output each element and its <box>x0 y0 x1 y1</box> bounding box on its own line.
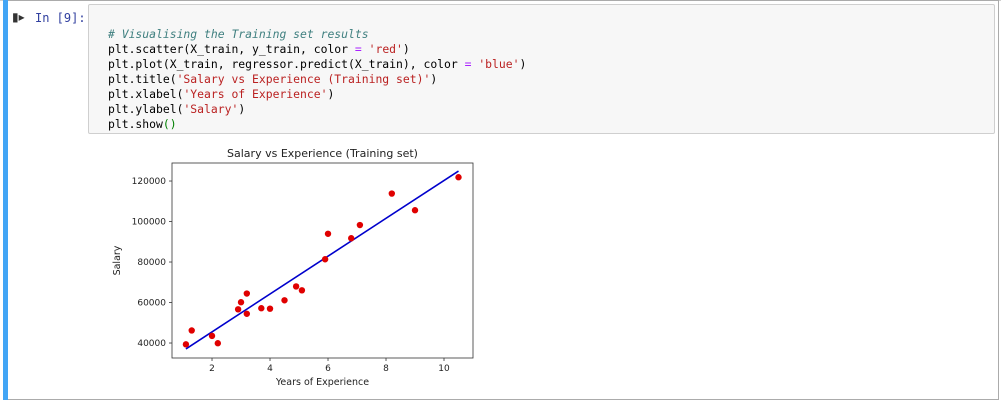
selected-cell-indicator <box>3 0 8 400</box>
code-token: ) <box>519 57 527 71</box>
data-point <box>321 256 329 263</box>
code-line: plt.plot(X_train, regressor.predict(X_tr… <box>108 57 994 72</box>
code-token: () <box>162 117 177 131</box>
code-token: 'Salary vs Experience (Training set)' <box>176 72 431 86</box>
code-token: # Visualising the Training set results <box>108 27 369 41</box>
code-token: plt.xlabel( <box>108 87 184 101</box>
data-point <box>214 340 222 347</box>
data-point <box>188 327 195 334</box>
step-run-icon[interactable]: ▮▸ <box>12 10 25 24</box>
code-editor[interactable]: # Visualising the Training set results pl… <box>88 4 995 134</box>
data-point <box>243 310 251 317</box>
code-token: plt.title( <box>108 72 177 86</box>
data-point <box>411 207 419 214</box>
data-point <box>243 290 251 297</box>
code-token: ) <box>238 102 246 116</box>
data-point <box>324 230 332 237</box>
data-point <box>258 305 265 312</box>
data-point <box>237 299 245 306</box>
notebook-cell[interactable] <box>3 0 999 400</box>
code-token: 'blue' <box>478 57 520 71</box>
code-line: # Visualising the Training set results <box>108 27 994 42</box>
x-tick-label: 2 <box>209 364 215 374</box>
y-tick-label: 100000 <box>132 218 167 228</box>
data-point <box>298 287 306 294</box>
y-axis-label: Salary <box>112 245 123 275</box>
code-token: 'red' <box>368 42 403 56</box>
x-tick-label: 6 <box>325 364 331 374</box>
y-tick-label: 120000 <box>132 177 167 187</box>
code-line: plt.show() <box>108 117 994 132</box>
input-prompt: In [9]: <box>35 11 86 25</box>
code-token: 'Salary' <box>183 102 239 116</box>
data-point <box>281 297 288 304</box>
data-point <box>292 283 300 290</box>
data-point <box>348 235 355 242</box>
code-line: plt.title('Salary vs Experience (Trainin… <box>108 72 994 87</box>
code-line: plt.scatter(X_train, y_train, color = 'r… <box>108 42 994 57</box>
data-point <box>388 190 396 197</box>
x-tick-label: 8 <box>383 364 389 374</box>
y-tick-label: 40000 <box>137 339 166 349</box>
x-axis-label: Years of Experience <box>275 377 369 388</box>
chart-title: Salary vs Experience (Training set) <box>227 147 418 160</box>
data-point <box>182 341 190 348</box>
x-tick-label: 10 <box>438 364 450 374</box>
code-token <box>362 42 369 56</box>
data-point <box>266 305 274 312</box>
x-tick-label: 4 <box>267 364 273 374</box>
data-point <box>234 306 242 313</box>
y-tick-label: 80000 <box>137 258 166 268</box>
code-line: plt.ylabel('Salary') <box>108 102 994 117</box>
code-token: plt.scatter(X_train, y_train, color <box>108 42 355 56</box>
data-point <box>356 221 364 229</box>
code-token: = <box>354 42 362 56</box>
scatter-chart: Salary vs Experience (Training set) Years… <box>112 147 474 388</box>
code-token: ) <box>402 42 410 56</box>
code-token: 'Years of Experience' <box>183 87 328 101</box>
code-token: plt.plot(X_train, regressor.predict(X_tr… <box>108 57 465 71</box>
y-tick-label: 60000 <box>137 299 166 309</box>
code-token: = <box>464 57 472 71</box>
data-point <box>208 332 216 340</box>
code-token: ) <box>327 87 335 101</box>
code-token: plt.show <box>108 117 163 131</box>
code-token: ) <box>430 72 438 86</box>
data-point <box>455 174 462 181</box>
plot-frame <box>171 162 474 359</box>
code-line: plt.xlabel('Years of Experience') <box>108 87 994 102</box>
code-token: plt.ylabel( <box>108 102 184 116</box>
